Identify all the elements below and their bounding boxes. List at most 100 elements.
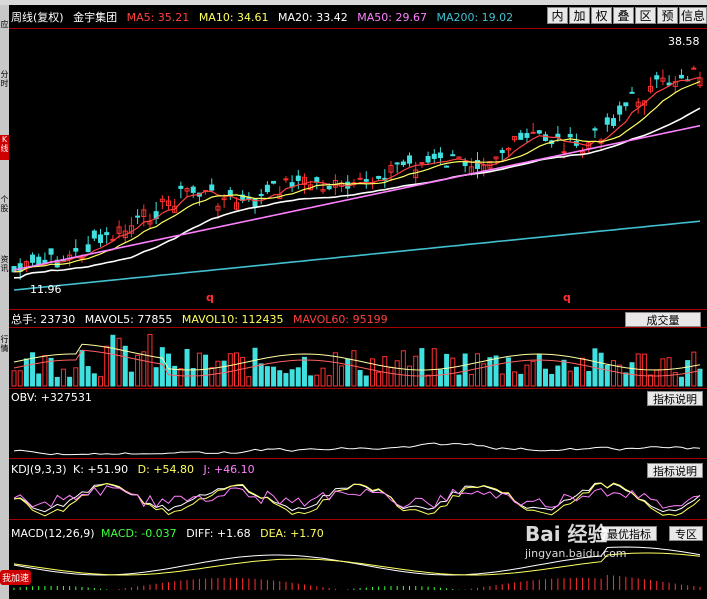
price-low-label: 11.96 xyxy=(30,283,62,296)
tool-button-jia[interactable]: 加 xyxy=(569,7,590,24)
candle-body xyxy=(141,209,147,218)
macd-diff-value: DIFF: +1.68 xyxy=(186,527,251,540)
event-marker-2[interactable]: q xyxy=(563,291,571,304)
obv-value: OBV: +327531 xyxy=(11,391,92,404)
candle-body xyxy=(128,225,134,234)
volume-bar xyxy=(227,353,233,387)
volume-bar xyxy=(617,364,623,387)
volume-bar xyxy=(635,353,641,387)
volume-bar xyxy=(450,357,456,387)
candle-body xyxy=(604,117,610,125)
rail-tab-kline[interactable]: K线 xyxy=(0,135,9,160)
volume-bar xyxy=(437,369,443,387)
volume-bar xyxy=(431,348,437,387)
ma50-value: MA50: 29.67 xyxy=(357,11,427,24)
candle-body xyxy=(30,254,36,263)
chart-area[interactable] xyxy=(9,5,707,599)
candle-body xyxy=(678,74,684,79)
volume-bar xyxy=(425,374,431,387)
candle-body xyxy=(542,134,548,141)
volume-bar xyxy=(573,366,579,387)
candle-body xyxy=(425,155,431,163)
volume-bar xyxy=(283,373,289,387)
ma10-value: MA10: 34.61 xyxy=(198,11,269,24)
candle-body xyxy=(400,161,406,166)
volume-button[interactable]: 成交量 xyxy=(625,312,701,327)
volume-bar xyxy=(42,355,48,387)
volume-bar xyxy=(376,371,382,387)
header-divider xyxy=(9,28,707,29)
volume-bar xyxy=(468,373,474,387)
volume-bar xyxy=(240,356,246,387)
candle-body xyxy=(654,75,660,80)
volume-bar xyxy=(697,368,703,387)
tool-button-info[interactable]: 信息 xyxy=(679,7,707,24)
obv-explain-button[interactable]: 指标说明 xyxy=(647,391,703,406)
ma5-line xyxy=(13,76,701,273)
volume-bar xyxy=(73,367,79,387)
candle-body xyxy=(407,155,413,164)
rail-tab-3[interactable]: 个股 xyxy=(0,195,9,213)
watermark: Bai 经验 jingyan.baidu.com xyxy=(525,518,627,560)
obv-panel-divider xyxy=(9,458,707,459)
volume-bar xyxy=(295,367,301,387)
ma200-line xyxy=(13,220,701,291)
candle-body xyxy=(431,153,437,159)
volume-bar xyxy=(91,373,97,387)
candle-body xyxy=(629,91,635,94)
kdj-k-value: K: +51.90 xyxy=(73,463,129,476)
candle-body xyxy=(437,152,443,159)
candle-body xyxy=(98,234,104,243)
candle-body xyxy=(326,185,332,190)
candle-body xyxy=(36,256,42,265)
volume-bar xyxy=(147,333,153,387)
candle-body xyxy=(580,151,586,154)
volume-header-divider xyxy=(9,327,707,328)
candle-body xyxy=(215,205,221,211)
volume-bar xyxy=(271,366,277,387)
rail-tab-1[interactable]: 分时 xyxy=(0,70,9,88)
rail-tab-4[interactable]: 资讯 xyxy=(0,255,9,273)
period-label[interactable]: 周线(复权) xyxy=(11,11,64,24)
volume-bar xyxy=(184,349,190,387)
volume-bar xyxy=(252,347,258,387)
candle-body xyxy=(561,151,567,154)
candle-body xyxy=(135,215,141,218)
kdj-explain-button[interactable]: 指标说明 xyxy=(647,463,703,478)
volume-bar xyxy=(512,371,518,387)
volume-bar xyxy=(678,376,684,387)
main-indicator-bar: 周线(复权) 金宇集团 MA5: 35.21 MA10: 34.61 MA20:… xyxy=(11,10,519,25)
tool-button-qu[interactable]: 区 xyxy=(635,7,656,24)
candle-body xyxy=(85,244,91,253)
candle-body xyxy=(91,230,97,239)
candle-body xyxy=(233,202,239,210)
tool-button-nei[interactable]: 内 xyxy=(547,7,568,24)
volume-bar xyxy=(332,352,338,387)
volume-bar xyxy=(178,368,184,387)
candle-body xyxy=(444,165,450,168)
macd-dea-line xyxy=(13,552,701,576)
volume-bar xyxy=(363,375,369,387)
candle-body xyxy=(166,200,172,207)
volume-total: 总手: 23730 xyxy=(11,313,76,326)
tool-buttons: 内 加 权 叠 区 预 信息 xyxy=(546,7,707,24)
volume-bar xyxy=(542,368,548,387)
speed-badge[interactable]: 我加速 xyxy=(0,570,32,585)
watermark-brand: Bai 经验 xyxy=(525,522,608,546)
tool-button-yu[interactable]: 预 xyxy=(657,7,678,24)
event-marker-1[interactable]: q xyxy=(206,291,214,304)
rail-tab-0[interactable]: 应 xyxy=(0,20,9,29)
candle-body xyxy=(295,175,301,181)
volume-bar xyxy=(104,345,110,387)
special-zone-button[interactable]: 专区 xyxy=(669,526,703,541)
macd-dea-value: DEA: +1.70 xyxy=(260,527,324,540)
tool-button-die[interactable]: 叠 xyxy=(613,7,634,24)
rail-tab-5[interactable]: 行情 xyxy=(0,335,9,353)
tool-button-quan[interactable]: 权 xyxy=(591,7,612,24)
volume-bar xyxy=(481,363,487,387)
volume-bar xyxy=(505,357,511,387)
best-indicator-button[interactable]: 最优指标 xyxy=(601,526,657,541)
obv-indicator-bar: OBV: +327531 xyxy=(11,390,98,405)
volume-bar xyxy=(530,360,536,387)
